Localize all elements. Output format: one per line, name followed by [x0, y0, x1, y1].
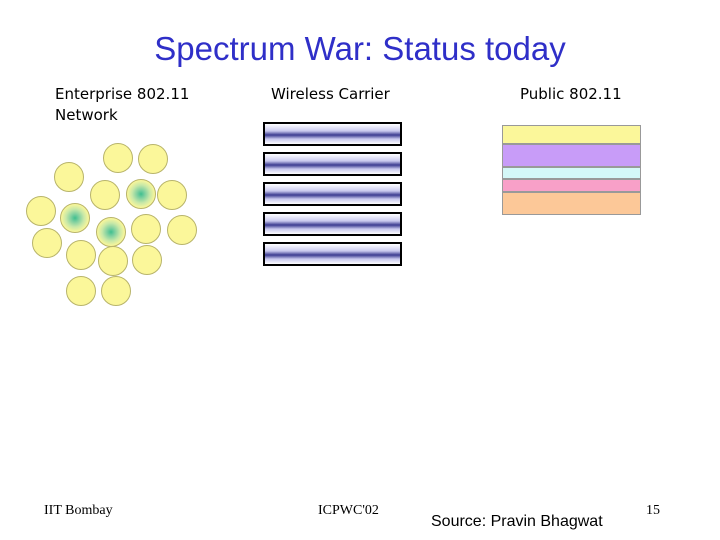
public-band-yellow — [502, 125, 641, 144]
access-point-cell — [96, 217, 126, 247]
public-label: Public 802.11 — [520, 85, 622, 103]
carrier-band — [263, 152, 402, 176]
cell-circle — [90, 180, 120, 210]
cell-circle — [66, 276, 96, 306]
slide-title: Spectrum War: Status today — [154, 30, 566, 67]
cell-circle — [98, 246, 128, 276]
enterprise-label: Enterprise 802.11 Network — [55, 84, 189, 126]
cell-circle — [131, 214, 161, 244]
public-band-orange — [502, 192, 641, 215]
cell-circle — [66, 240, 96, 270]
source-credit: Source: Pravin Bhagwat — [431, 513, 603, 530]
cell-circle — [132, 245, 162, 275]
access-point-cell — [60, 203, 90, 233]
carrier-band — [263, 212, 402, 236]
footer-conference: ICPWC'02 — [318, 503, 379, 518]
carrier-band — [263, 242, 402, 266]
carrier-band — [263, 182, 402, 206]
carrier-band — [263, 122, 402, 146]
cell-circle — [32, 228, 62, 258]
enterprise-label-line2: Network — [55, 106, 118, 124]
public-band-cyan — [502, 167, 641, 179]
cell-circle — [103, 143, 133, 173]
cell-circle — [101, 276, 131, 306]
cell-circle — [157, 180, 187, 210]
footer-institution: IIT Bombay — [44, 503, 113, 518]
page-number: 15 — [646, 503, 660, 518]
carrier-label: Wireless Carrier — [271, 85, 390, 103]
access-point-cell — [126, 179, 156, 209]
public-band-pink — [502, 179, 641, 192]
enterprise-label-line1: Enterprise 802.11 — [55, 85, 190, 103]
cell-circle — [26, 196, 56, 226]
cell-circle — [54, 162, 84, 192]
cell-circle — [167, 215, 197, 245]
public-band-purple — [502, 144, 641, 167]
cell-circle — [138, 144, 168, 174]
